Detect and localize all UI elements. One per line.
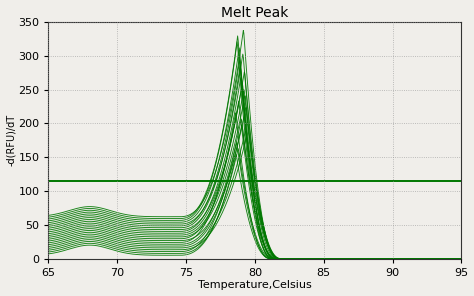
X-axis label: Temperature,Celsius: Temperature,Celsius bbox=[198, 280, 312, 290]
Title: Melt Peak: Melt Peak bbox=[221, 6, 289, 20]
Y-axis label: -d(RFU)/dT: -d(RFU)/dT bbox=[6, 114, 16, 166]
